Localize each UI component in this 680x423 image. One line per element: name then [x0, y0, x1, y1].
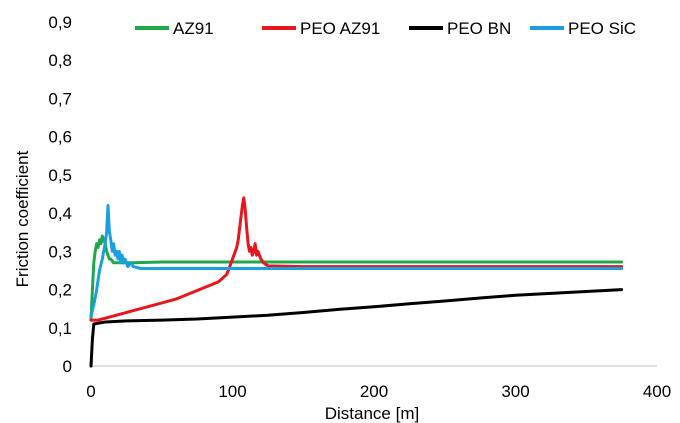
- y-tick-label: 0,6: [48, 128, 72, 147]
- y-tick-label: 0,4: [48, 204, 72, 223]
- x-tick-label: 200: [360, 382, 388, 401]
- x-tick-label: 400: [643, 382, 671, 401]
- y-tick-label: 0,9: [48, 13, 72, 32]
- y-axis-title: Friction coefficient: [13, 150, 32, 287]
- x-tick-label: 300: [501, 382, 529, 401]
- y-tick-label: 0,5: [48, 166, 72, 185]
- x-tick-labels: 0 100 200 300 400: [86, 382, 671, 401]
- y-tick-label: 0,2: [48, 281, 72, 300]
- legend-label: PEO SiC: [568, 19, 636, 38]
- y-tick-label: 0,1: [48, 319, 72, 338]
- legend-label: AZ91: [173, 19, 214, 38]
- legend-label: PEO BN: [447, 19, 511, 38]
- legend: AZ91 PEO AZ91 PEO BN PEO SiC: [135, 19, 636, 38]
- x-axis-title: Distance [m]: [325, 404, 419, 423]
- legend-label: PEO AZ91: [300, 19, 380, 38]
- series-line: [89, 196, 624, 322]
- series-line: [89, 234, 624, 322]
- y-tick-label: 0,7: [48, 89, 72, 108]
- y-tick-labels: 0 0,1 0,2 0,3 0,4 0,5 0,6 0,7 0,8 0,9: [48, 13, 72, 376]
- series-line: [89, 204, 624, 318]
- x-tick-label: 0: [86, 382, 95, 401]
- y-tick-label: 0,8: [48, 51, 72, 70]
- y-tick-label: 0: [63, 357, 72, 376]
- x-tick-label: 100: [218, 382, 246, 401]
- series-line: [89, 288, 624, 368]
- y-tick-label: 0,3: [48, 242, 72, 261]
- series-layer: [89, 196, 624, 368]
